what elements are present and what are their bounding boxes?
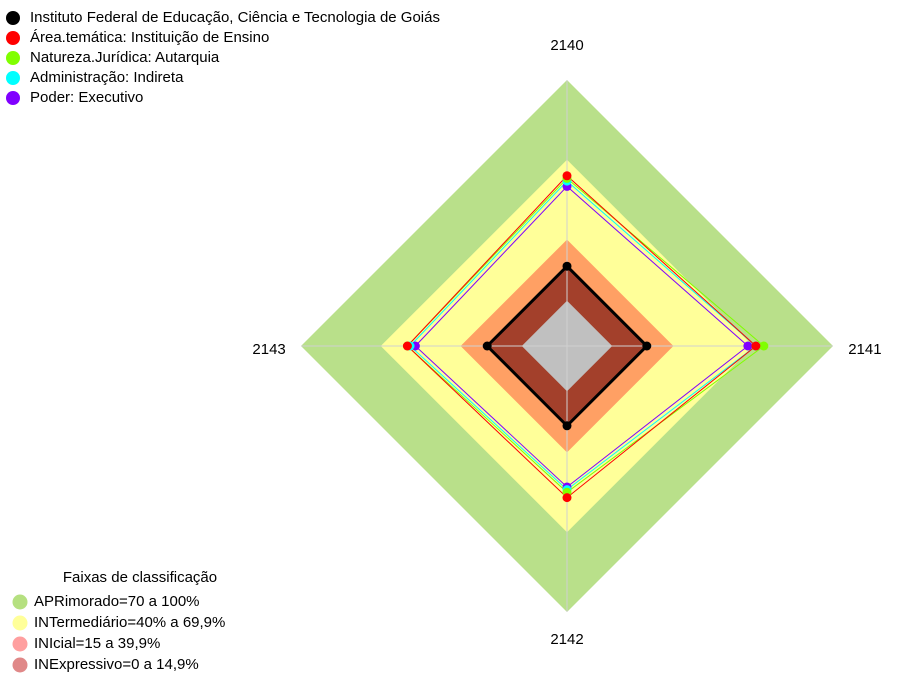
legend-label: Instituto Federal de Educação, Ciência e… (30, 9, 440, 26)
class-legend-marker (12, 594, 28, 610)
data-point (562, 493, 572, 503)
legend-marker (6, 11, 20, 25)
legend-marker (6, 91, 20, 105)
class-legend-marker (12, 657, 28, 673)
class-legend-label: INTermediário=40% a 69,9% (34, 614, 225, 631)
class-legend-marker (12, 615, 28, 631)
data-point (562, 171, 572, 181)
axis-label: 2140 (550, 37, 583, 54)
data-point (759, 341, 769, 351)
data-point (562, 261, 572, 271)
data-point (743, 341, 753, 351)
data-point (562, 421, 572, 431)
axis-label: 2141 (848, 341, 881, 358)
class-legend-marker (12, 636, 28, 652)
class-legend-title: Faixas de classificação (63, 569, 217, 586)
legend-label: Natureza.Jurídica: Autarquia (30, 49, 220, 66)
legend-marker (6, 51, 20, 65)
data-point (402, 341, 412, 351)
legend-label: Poder: Executivo (30, 89, 143, 106)
legend-label: Administração: Indireta (30, 69, 184, 86)
data-point (642, 341, 652, 351)
class-legend-label: APRimorado=70 a 100% (34, 593, 200, 610)
class-legend-label: INIcial=15 a 39,9% (34, 635, 160, 652)
data-point (482, 341, 492, 351)
legend-marker (6, 71, 20, 85)
axis-label: 2142 (550, 631, 583, 648)
legend-label: Área.temática: Instituição de Ensino (30, 29, 269, 46)
class-legend-label: INExpressivo=0 a 14,9% (34, 656, 199, 673)
axis-label: 2143 (252, 341, 285, 358)
data-point (751, 341, 761, 351)
legend-marker (6, 31, 20, 45)
